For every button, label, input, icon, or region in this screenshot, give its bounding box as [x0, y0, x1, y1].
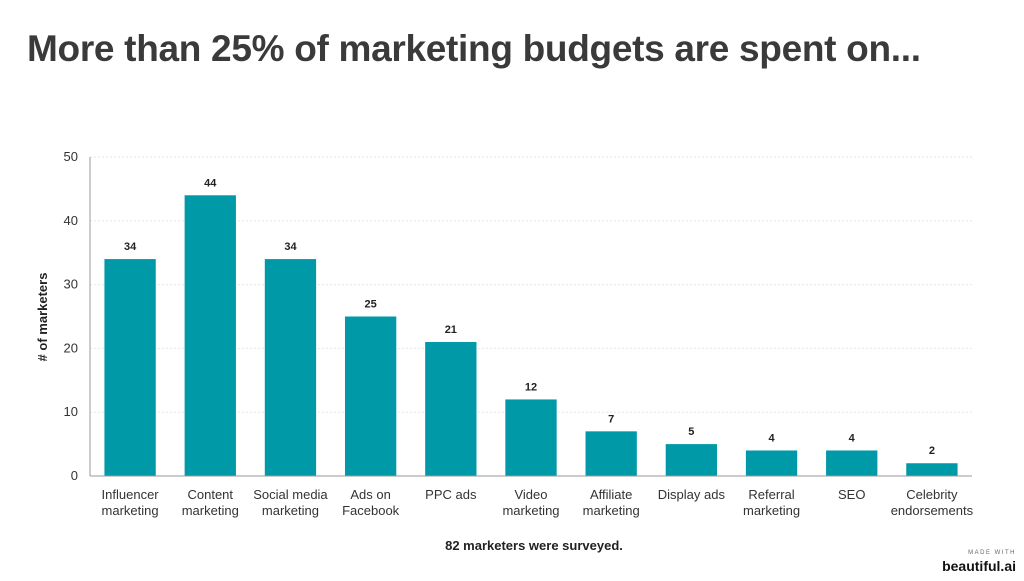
- y-tick-label: 10: [64, 404, 78, 419]
- x-category-label: Influencer marketing: [102, 487, 160, 518]
- bar: [425, 342, 477, 476]
- y-axis-title: # of marketers: [35, 273, 50, 362]
- bar: [505, 399, 557, 476]
- brand-logo: beautiful.ai: [942, 558, 1016, 574]
- y-tick-label: 30: [64, 277, 78, 292]
- y-tick-label: 40: [64, 213, 78, 228]
- y-tick-label: 20: [64, 340, 78, 355]
- y-tick-label: 50: [64, 149, 78, 164]
- bar-value-label: 44: [204, 177, 217, 189]
- y-axis-ticks: 0 10 20 30 40 50: [64, 149, 78, 483]
- bar: [184, 195, 236, 476]
- x-category-label: Social media marketing: [253, 487, 328, 518]
- bar: [906, 463, 958, 476]
- bar: [826, 450, 878, 476]
- y-tick-label: 0: [71, 468, 78, 483]
- x-category-label: SEO: [838, 487, 865, 502]
- bar-value-label: 34: [284, 241, 297, 253]
- bar: [264, 259, 317, 476]
- bars: [104, 195, 958, 476]
- x-category-label: Video marketing: [502, 487, 559, 518]
- bar: [344, 316, 397, 476]
- bar: [745, 450, 798, 476]
- bar-value-label: 7: [608, 413, 614, 425]
- bar-value-label: 2: [929, 445, 935, 457]
- bar-value-label: 4: [768, 432, 775, 444]
- chart-footnote: 82 marketers were surveyed.: [445, 538, 623, 553]
- x-category-label: Display ads: [658, 487, 726, 502]
- x-category-label: Content marketing: [182, 487, 239, 518]
- bar-value-label: 5: [688, 426, 694, 438]
- bar-value-label: 21: [445, 324, 457, 336]
- x-category-label: PPC ads: [425, 487, 477, 502]
- brand-watermark: MADE WITH beautiful.ai: [942, 550, 1016, 575]
- bar: [665, 444, 718, 476]
- x-category-label: Referral marketing: [743, 487, 800, 518]
- x-category-label: Ads on Facebook: [342, 487, 400, 518]
- bar-value-label: 34: [124, 241, 137, 253]
- bar: [585, 431, 637, 476]
- slide-title: More than 25% of marketing budgets are s…: [27, 28, 921, 69]
- brand-made-with: MADE WITH: [968, 550, 1016, 556]
- x-category-label: Celebrity endorsements: [891, 487, 974, 518]
- bar-value-label: 4: [849, 432, 856, 444]
- bar-value-label: 12: [525, 381, 537, 393]
- x-category-label: Affiliate marketing: [583, 487, 640, 518]
- bar-value-label: 25: [365, 299, 377, 311]
- x-axis-labels: Influencer marketing Content marketing Socia…: [102, 487, 974, 518]
- bar: [104, 259, 156, 476]
